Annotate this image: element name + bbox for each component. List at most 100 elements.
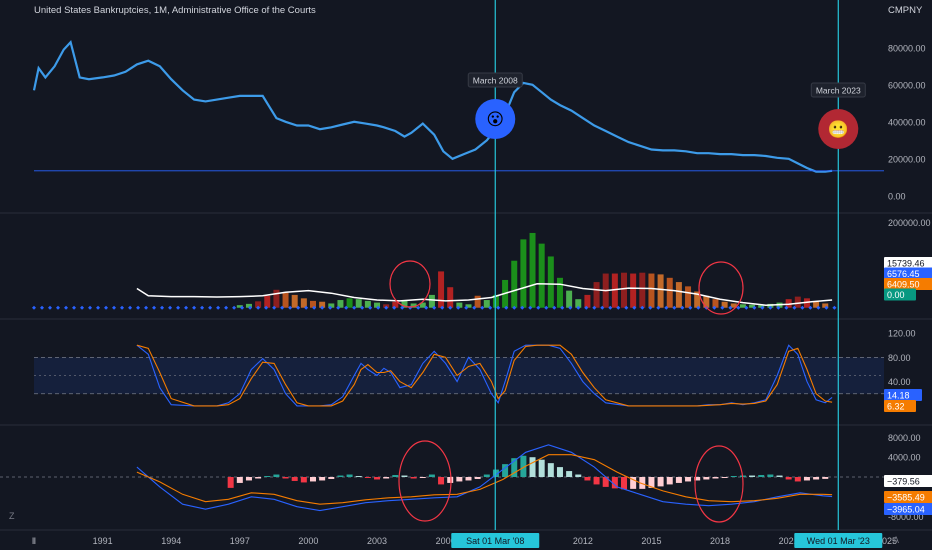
volume-bar-17 — [392, 301, 399, 308]
volume-bar-61 — [794, 296, 801, 308]
volume-baseline-marker-97 — [808, 305, 813, 310]
volume-baseline-marker-13 — [136, 305, 141, 310]
volume-bar-3 — [264, 295, 271, 308]
volume-baseline-marker-1 — [40, 305, 45, 310]
stochastic-legend-badge-0: 14.18 — [884, 389, 922, 401]
annotation-label-1: March 2023 — [816, 86, 861, 96]
volume-bar-14 — [364, 300, 371, 308]
volume-baseline-marker-78 — [656, 305, 661, 310]
volume-bar-18 — [401, 300, 408, 308]
macd-bar-38 — [575, 474, 582, 477]
volume-bar-43 — [630, 273, 637, 308]
stochastic-y-tick-0: 120.00 — [888, 329, 916, 339]
volume-legend-badge-3: 0.00 — [884, 288, 916, 301]
volume-ma-line — [136, 283, 833, 306]
volume-legend-value-1: 6576.45 — [887, 269, 920, 279]
volume-baseline-marker-2 — [48, 305, 53, 310]
volume-bar-27 — [483, 300, 490, 308]
annotation-emoji-1: 😬 — [828, 120, 849, 139]
macd-bar-31 — [511, 458, 518, 477]
volume-baseline-marker-3 — [56, 305, 61, 310]
stochastic-y-tick-2: 40.00 — [888, 377, 911, 387]
macd-bar-25 — [456, 477, 463, 482]
volume-baseline-marker-9 — [104, 305, 109, 310]
volume-bar-5 — [282, 292, 289, 308]
volume-baseline-marker-17 — [168, 305, 173, 310]
price-y-tick-1: 60000.00 — [888, 80, 926, 90]
volume-baseline-marker-81 — [680, 305, 685, 310]
x-tick-4: 2000 — [298, 536, 318, 546]
x-tick-12: 2025 — [877, 536, 897, 546]
macd-bar-59 — [767, 474, 774, 477]
volume-baseline-marker-52 — [448, 305, 453, 310]
volume-bar-23 — [447, 287, 454, 308]
macd-bar-22 — [428, 474, 435, 477]
highlight-circle-0 — [389, 260, 431, 308]
macd-bar-62 — [794, 477, 801, 482]
volume-baseline-marker-26 — [240, 305, 245, 310]
macd-bar-8 — [300, 477, 307, 483]
volume-bar-21 — [428, 294, 435, 308]
volume-baseline-marker-92 — [768, 305, 773, 310]
macd-legend-badge-bg-1 — [884, 491, 932, 503]
macd-bar-32 — [520, 455, 527, 477]
volume-baseline-marker-49 — [424, 305, 429, 310]
x-tick-8: 2015 — [641, 536, 661, 546]
price-y-tick-4: 0.00 — [888, 191, 906, 201]
volume-baseline-marker-44 — [384, 305, 389, 310]
macd-bar-11 — [328, 477, 335, 479]
volume-baseline-marker-27 — [248, 305, 253, 310]
volume-baseline-marker-30 — [272, 305, 277, 310]
stochastic-legend-badge-1: 6.32 — [884, 400, 916, 412]
macd-bar-58 — [758, 475, 765, 477]
volume-baseline-marker-5 — [72, 305, 77, 310]
volume-baseline-marker-12 — [128, 305, 133, 310]
volume-baseline-marker-20 — [192, 305, 197, 310]
annotation-label-box-0 — [467, 72, 523, 88]
macd-legend-badge-2: −3965.04 — [884, 503, 932, 515]
volume-baseline-marker-54 — [464, 305, 469, 310]
volume-baseline-marker-72 — [608, 305, 613, 310]
macd-legend-badge-bg-2 — [884, 503, 932, 515]
macd-bar-33 — [529, 457, 536, 477]
volume-baseline-marker-33 — [296, 305, 301, 310]
volume-baseline-marker-29 — [264, 305, 269, 310]
volume-bar-13 — [355, 299, 362, 308]
volume-bar-48 — [675, 282, 682, 308]
zoom-icon[interactable]: Z — [9, 511, 15, 521]
volume-baseline-marker-62 — [528, 305, 533, 310]
volume-baseline-marker-40 — [352, 305, 357, 310]
macd-bar-30 — [502, 464, 509, 477]
volume-bar-53 — [721, 301, 728, 308]
overlay-layer: March 2008 😮 March 2023 😬 — [389, 0, 866, 530]
volume-baseline-marker-67 — [568, 305, 573, 310]
volume-baseline-marker-58 — [496, 305, 501, 310]
volume-bar-46 — [657, 274, 664, 308]
volume-baseline-marker-0 — [32, 305, 36, 310]
volume-baseline-marker-16 — [160, 305, 165, 310]
auto-scale-button[interactable]: A — [893, 535, 899, 545]
macd-y-tick-0: 8000.00 — [888, 433, 921, 443]
volume-bar-1 — [245, 303, 252, 308]
volume-bar-39 — [593, 282, 600, 308]
macd-bar-40 — [593, 477, 600, 485]
volume-legend-value-0: 15739.46 — [887, 259, 925, 269]
volume-bar-50 — [694, 291, 701, 308]
plot-area[interactable] — [32, 39, 892, 512]
stochastic-legend-value-1: 6.32 — [887, 402, 905, 412]
macd-bar-51 — [694, 477, 701, 481]
macd-bar-27 — [474, 477, 481, 479]
volume-baseline-marker-100 — [832, 305, 837, 310]
volume-baseline-marker-70 — [592, 305, 597, 310]
volume-baseline-marker-15 — [152, 305, 157, 310]
x-tick-2: 1994 — [161, 536, 181, 546]
volume-bar-56 — [749, 304, 756, 308]
volume-baseline-marker-60 — [512, 305, 517, 310]
volume-baseline-marker-95 — [792, 305, 797, 310]
macd-bar-14 — [355, 476, 362, 478]
macd-bar-1 — [236, 477, 243, 483]
stochastic-legend-badge-bg-1 — [884, 400, 916, 412]
volume-baseline-marker-34 — [304, 305, 309, 310]
volume-bar-64 — [822, 303, 829, 308]
stochastic-legend-value-0: 14.18 — [887, 391, 910, 401]
